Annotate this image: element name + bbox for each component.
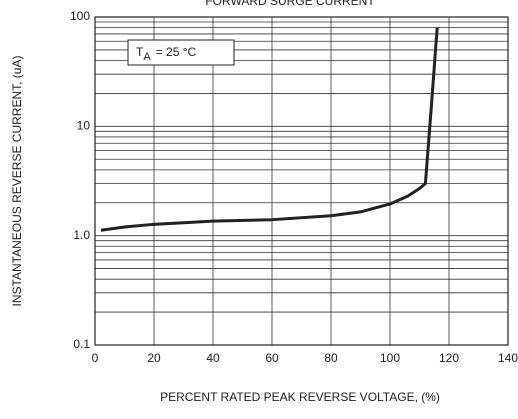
annotation-subscript: A [143, 51, 151, 63]
y-tick-label: 0.1 [73, 337, 90, 351]
x-tick-label: 120 [439, 351, 459, 365]
x-tick-label: 0 [92, 351, 99, 365]
x-tick-label: 20 [147, 351, 161, 365]
plot-frame [94, 16, 509, 346]
x-tick-label: 80 [324, 351, 338, 365]
x-tick-label: 40 [206, 351, 220, 365]
annotation: TA = 25 °C [127, 39, 235, 66]
annotation-symbol: T [136, 45, 144, 59]
y-tick-label: 10 [77, 119, 91, 133]
chart-title: FORWARD SURGE CURRENT [205, 0, 375, 8]
y-tick-label: 1.0 [73, 228, 90, 242]
x-tick-label: 60 [265, 351, 279, 365]
y-axis-label: INSTANTANEOUS REVERSE CURRENT, (uA) [10, 56, 24, 307]
x-tick-label: 140 [498, 351, 518, 365]
x-axis-label: PERCENT RATED PEAK REVERSE VOLTAGE, (%) [160, 390, 440, 404]
annotation-box [127, 39, 235, 66]
x-tick-label: 100 [380, 351, 400, 365]
annotation-rest: = 25 °C [156, 45, 197, 59]
annotation-text: TA = 25 °C [136, 45, 197, 63]
line [100, 27, 439, 232]
y-tick-label: 100 [70, 9, 90, 23]
